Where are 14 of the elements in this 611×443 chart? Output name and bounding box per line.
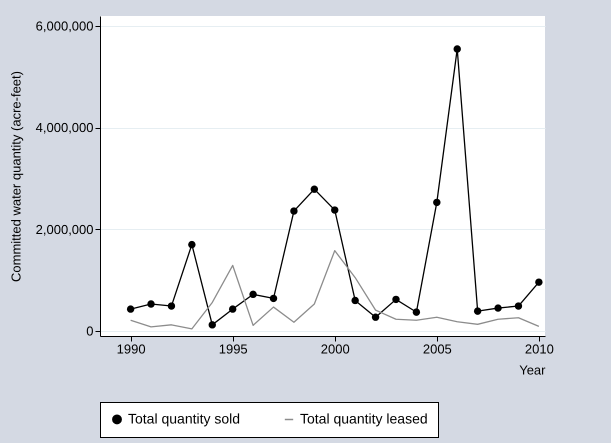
y-tick-label: 2,000,000 xyxy=(36,222,94,237)
line-series xyxy=(130,250,540,330)
x-tick-label: 1990 xyxy=(116,342,146,356)
x-axis-title: Year xyxy=(519,362,546,378)
x-tick-label: 2005 xyxy=(422,342,452,356)
x-tick-label: 2010 xyxy=(524,342,554,356)
y-tick-label: 4,000,000 xyxy=(36,120,94,136)
y-tick-label: 6,000,000 xyxy=(36,18,94,34)
legend-label: Total quantity sold xyxy=(128,410,240,426)
x-tick-label: 1995 xyxy=(218,342,248,356)
legend-label: Total quantity leased xyxy=(300,410,428,426)
y-tick-label: 0 xyxy=(86,323,94,338)
x-tick-label: 2000 xyxy=(320,342,350,356)
y-axis-title: Committed water quantity (acre-feet) xyxy=(8,71,24,282)
